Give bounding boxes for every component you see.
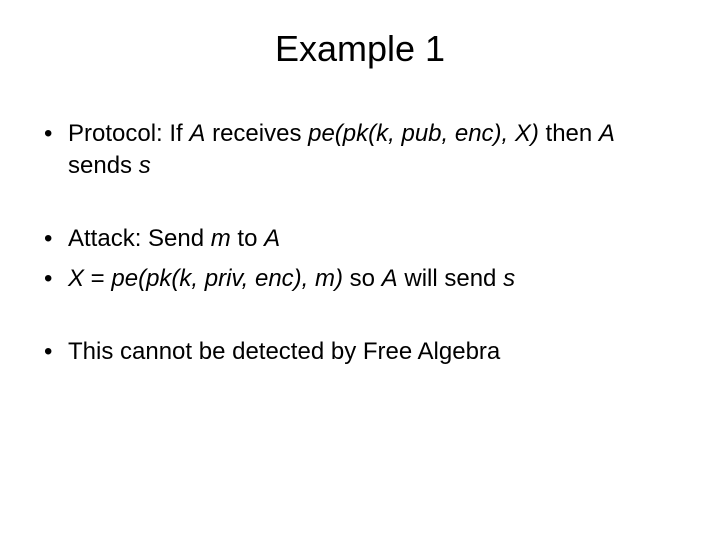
var-A3: A bbox=[264, 225, 280, 252]
var-A2: A bbox=[599, 120, 615, 147]
var-X: X bbox=[68, 265, 84, 292]
text-equals: = bbox=[84, 265, 111, 292]
text-to: to bbox=[231, 225, 264, 252]
bullet-attack: Attack: Send m to A bbox=[40, 223, 680, 255]
bullet-list: Protocol: If A receives pe(pk(k, pub, en… bbox=[40, 118, 680, 368]
text-attack-label: Attack: Send bbox=[68, 225, 211, 252]
bullet-x-equals: X = pe(pk(k, priv, enc), m) so A will se… bbox=[40, 263, 680, 295]
var-m: m bbox=[211, 225, 231, 252]
var-s: s bbox=[139, 152, 151, 179]
slide-title: Example 1 bbox=[40, 28, 680, 70]
var-A: A bbox=[189, 120, 205, 147]
expr-pe-priv: pe(pk(k, priv, enc), m) bbox=[111, 265, 343, 292]
text-will-send: will send bbox=[398, 265, 503, 292]
var-A4: A bbox=[382, 265, 398, 292]
text-receives: receives bbox=[205, 120, 308, 147]
text-then: then bbox=[539, 120, 599, 147]
text-protocol-label: Protocol: If bbox=[68, 120, 189, 147]
text-so: so bbox=[343, 265, 382, 292]
expr-pe-pub: pe(pk(k, pub, enc), X) bbox=[308, 120, 539, 147]
text-conclusion: This cannot be detected by Free Algebra bbox=[68, 338, 500, 365]
text-sends: sends bbox=[68, 152, 139, 179]
bullet-protocol: Protocol: If A receives pe(pk(k, pub, en… bbox=[40, 118, 680, 183]
bullet-conclusion: This cannot be detected by Free Algebra bbox=[40, 336, 680, 368]
var-s2: s bbox=[503, 265, 515, 292]
